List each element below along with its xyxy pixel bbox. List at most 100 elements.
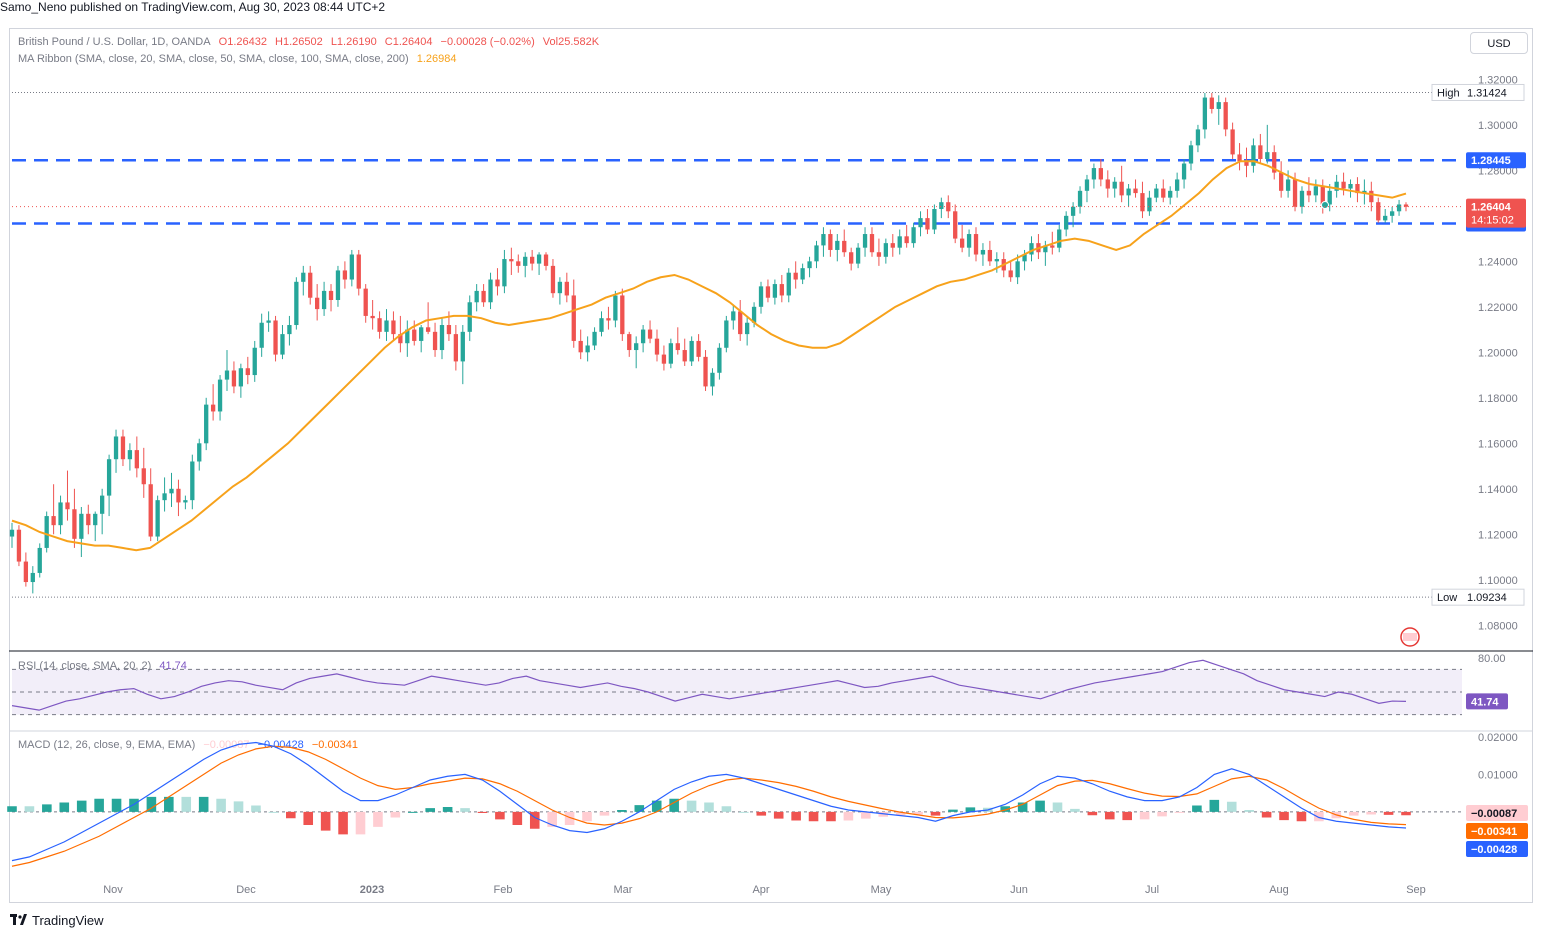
candle-body[interactable]: [717, 347, 722, 373]
candle-body[interactable]: [585, 345, 590, 353]
candle-body[interactable]: [113, 436, 119, 460]
candle-body[interactable]: [51, 516, 56, 526]
candle-body[interactable]: [127, 450, 133, 460]
candle-body[interactable]: [356, 254, 361, 289]
macd-histogram-bar[interactable]: [895, 811, 906, 816]
candle-body[interactable]: [592, 331, 597, 346]
candle-body[interactable]: [474, 290, 479, 303]
candle-body[interactable]: [786, 272, 791, 296]
macd-histogram-bar[interactable]: [460, 808, 470, 812]
candle-body[interactable]: [1396, 204, 1402, 212]
macd-histogram-bar[interactable]: [599, 811, 610, 816]
candle-body[interactable]: [148, 484, 153, 537]
candle-body[interactable]: [613, 295, 618, 321]
macd-histogram-bar[interactable]: [791, 811, 801, 821]
macd-histogram-bar[interactable]: [320, 811, 331, 831]
candle-body[interactable]: [897, 236, 902, 248]
candle-body[interactable]: [821, 234, 826, 246]
candle-body[interactable]: [675, 343, 680, 351]
macd-histogram-bar[interactable]: [1052, 802, 1063, 812]
candle-body[interactable]: [1181, 163, 1187, 180]
candle-body[interactable]: [162, 493, 167, 501]
candle-body[interactable]: [1258, 145, 1263, 159]
candle-body[interactable]: [1341, 181, 1346, 189]
candle-body[interactable]: [238, 368, 244, 387]
candle-body[interactable]: [668, 343, 674, 364]
candle-body[interactable]: [1043, 245, 1048, 253]
candle-body[interactable]: [1272, 152, 1277, 173]
candle-body[interactable]: [176, 488, 181, 503]
candle-body[interactable]: [731, 311, 736, 321]
macd-histogram-bar[interactable]: [216, 798, 226, 812]
candle-body[interactable]: [183, 500, 188, 503]
candle-body[interactable]: [1105, 179, 1110, 189]
macd-histogram-bar[interactable]: [512, 811, 523, 825]
candle-body[interactable]: [557, 281, 563, 294]
macd-histogram-bar[interactable]: [1383, 811, 1394, 815]
candle-body[interactable]: [481, 290, 486, 303]
candle-body[interactable]: [432, 331, 438, 351]
candle-body[interactable]: [1244, 161, 1249, 166]
macd-histogram-bar[interactable]: [1087, 811, 1098, 816]
candle-body[interactable]: [1154, 188, 1159, 198]
candle-body[interactable]: [37, 547, 42, 573]
macd-histogram-bar[interactable]: [756, 811, 767, 816]
candle-body[interactable]: [1230, 129, 1235, 155]
candle-body[interactable]: [738, 311, 743, 335]
candle-body[interactable]: [245, 368, 250, 376]
macd-histogram-bar[interactable]: [582, 811, 592, 822]
macd-histogram-bar[interactable]: [373, 811, 383, 827]
candle-body[interactable]: [190, 461, 195, 501]
candle-body[interactable]: [1126, 188, 1131, 196]
macd-histogram-bar[interactable]: [425, 808, 435, 812]
candle-body[interactable]: [439, 325, 445, 351]
candle-body[interactable]: [807, 261, 812, 269]
symbol-title[interactable]: British Pound / U.S. Dollar, 1D, OANDA: [18, 36, 211, 48]
candle-body[interactable]: [953, 211, 958, 239]
candle-body[interactable]: [120, 436, 126, 460]
candle-body[interactable]: [571, 295, 576, 341]
candle-body[interactable]: [1168, 190, 1173, 198]
macd-histogram-bar[interactable]: [76, 800, 87, 812]
candle-body[interactable]: [30, 572, 35, 583]
candle-body[interactable]: [1313, 186, 1318, 196]
candle-body[interactable]: [252, 347, 257, 376]
macd-histogram-bar[interactable]: [704, 802, 714, 812]
macd-histogram-bar[interactable]: [42, 804, 52, 812]
candle-body[interactable]: [987, 249, 993, 262]
candle-body[interactable]: [696, 340, 701, 357]
macd-histogram-bar[interactable]: [1035, 800, 1045, 812]
candle-body[interactable]: [911, 227, 916, 244]
candle-body[interactable]: [141, 468, 146, 485]
candle-body[interactable]: [578, 340, 583, 353]
macd-histogram-bar[interactable]: [651, 800, 662, 812]
candle-body[interactable]: [1403, 204, 1409, 207]
candle-body[interactable]: [287, 325, 292, 335]
macd-histogram-bar[interactable]: [1261, 811, 1272, 818]
macd-histogram-bar[interactable]: [94, 798, 104, 812]
macd-histogram-bar[interactable]: [1122, 811, 1132, 821]
macd-histogram-bar[interactable]: [686, 800, 697, 812]
macd-histogram-bar[interactable]: [1174, 811, 1185, 813]
candle-body[interactable]: [1070, 206, 1076, 216]
candle-body[interactable]: [425, 327, 431, 332]
candle-body[interactable]: [814, 245, 819, 262]
candle-body[interactable]: [1251, 145, 1256, 166]
macd-histogram-bar[interactable]: [146, 796, 157, 812]
candle-body[interactable]: [1064, 215, 1069, 230]
candle-body[interactable]: [1355, 184, 1360, 194]
macd-histogram-bar[interactable]: [268, 811, 279, 813]
candle-body[interactable]: [106, 459, 112, 496]
macd-histogram-bar[interactable]: [913, 811, 923, 815]
candle-body[interactable]: [1084, 179, 1090, 191]
macd-histogram-bar[interactable]: [1000, 806, 1011, 812]
macd-histogram-bar[interactable]: [930, 811, 941, 816]
candle-body[interactable]: [634, 343, 639, 351]
candle-body[interactable]: [1369, 190, 1374, 203]
macd-histogram-bar[interactable]: [59, 802, 70, 812]
macd-histogram-bar[interactable]: [495, 811, 505, 820]
macd-histogram-bar[interactable]: [808, 811, 819, 822]
macd-histogram-bar[interactable]: [407, 811, 418, 813]
candle-body[interactable]: [925, 218, 930, 230]
